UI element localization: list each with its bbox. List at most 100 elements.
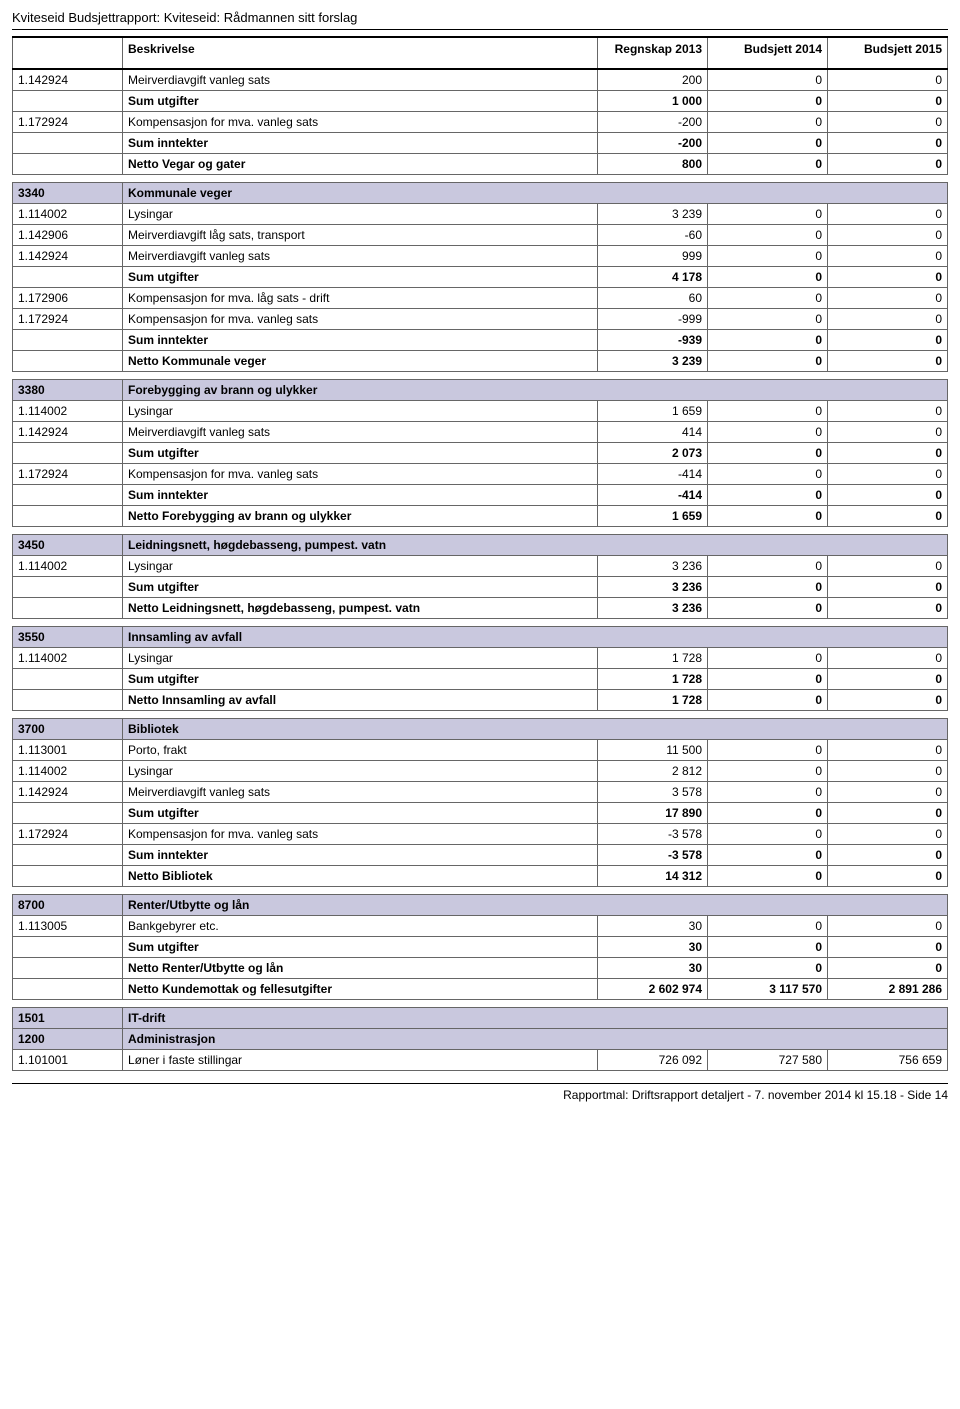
spacer-cell	[13, 887, 948, 895]
cell-v1: 2 073	[598, 443, 708, 464]
cell-desc: Meirverdiavgift vanleg sats	[123, 246, 598, 267]
table-row: Netto Bibliotek14 31200	[13, 866, 948, 887]
section-code: 3700	[13, 719, 123, 740]
cell-desc: Sum utgifter	[123, 937, 598, 958]
cell-v2: 0	[708, 225, 828, 246]
cell-code	[13, 267, 123, 288]
table-header-row: Beskrivelse Regnskap 2013 Budsjett 2014 …	[13, 37, 948, 69]
cell-v1: -3 578	[598, 824, 708, 845]
header-col2: Budsjett 2014	[708, 37, 828, 69]
cell-v1: 1 728	[598, 690, 708, 711]
cell-desc: Sum utgifter	[123, 443, 598, 464]
section-code: 8700	[13, 895, 123, 916]
cell-desc: Bankgebyrer etc.	[123, 916, 598, 937]
table-row: 1.172924Kompensasjon for mva. vanleg sat…	[13, 824, 948, 845]
cell-v1: -414	[598, 485, 708, 506]
cell-v2: 0	[708, 556, 828, 577]
cell-v3: 0	[828, 866, 948, 887]
section-label: Administrasjon	[123, 1029, 948, 1050]
cell-desc: Porto, frakt	[123, 740, 598, 761]
cell-v3: 0	[828, 761, 948, 782]
cell-v2: 0	[708, 267, 828, 288]
cell-v3: 0	[828, 91, 948, 112]
cell-v3: 0	[828, 937, 948, 958]
cell-v1: 200	[598, 69, 708, 91]
cell-v2: 0	[708, 154, 828, 175]
cell-v3: 0	[828, 690, 948, 711]
cell-code	[13, 979, 123, 1000]
cell-v1: 30	[598, 937, 708, 958]
cell-v2: 0	[708, 577, 828, 598]
cell-v2: 0	[708, 937, 828, 958]
table-row: Sum utgifter3 23600	[13, 577, 948, 598]
table-row: 1.101001Løner i faste stillingar726 0927…	[13, 1050, 948, 1071]
cell-code: 1.142924	[13, 69, 123, 91]
cell-v2: 0	[708, 485, 828, 506]
cell-v3: 0	[828, 845, 948, 866]
table-row	[13, 175, 948, 183]
cell-v1: 2 812	[598, 761, 708, 782]
cell-v3: 0	[828, 154, 948, 175]
table-row	[13, 711, 948, 719]
cell-v1: 3 578	[598, 782, 708, 803]
cell-v2: 0	[708, 246, 828, 267]
cell-v2: 0	[708, 91, 828, 112]
table-row: Sum inntekter-20000	[13, 133, 948, 154]
cell-desc: Lysingar	[123, 648, 598, 669]
cell-v1: 3 239	[598, 351, 708, 372]
table-row	[13, 887, 948, 895]
table-row: Sum inntekter-41400	[13, 485, 948, 506]
cell-v1: 1 659	[598, 506, 708, 527]
cell-v3: 0	[828, 401, 948, 422]
cell-desc: Lysingar	[123, 761, 598, 782]
cell-v1: -3 578	[598, 845, 708, 866]
cell-v3: 0	[828, 112, 948, 133]
cell-desc: Sum utgifter	[123, 669, 598, 690]
cell-desc: Kompensasjon for mva. vanleg sats	[123, 824, 598, 845]
cell-v3: 0	[828, 577, 948, 598]
cell-v1: 3 236	[598, 577, 708, 598]
cell-v3: 0	[828, 824, 948, 845]
cell-v2: 0	[708, 422, 828, 443]
cell-desc: Lysingar	[123, 556, 598, 577]
table-row: 1.114002Lysingar2 81200	[13, 761, 948, 782]
cell-desc: Meirverdiavgift låg sats, transport	[123, 225, 598, 246]
cell-code: 1.172924	[13, 824, 123, 845]
cell-code	[13, 866, 123, 887]
cell-desc: Sum inntekter	[123, 485, 598, 506]
cell-desc: Netto Kommunale veger	[123, 351, 598, 372]
spacer-cell	[13, 372, 948, 380]
table-row: 3700Bibliotek	[13, 719, 948, 740]
table-row: Netto Innsamling av avfall1 72800	[13, 690, 948, 711]
table-row: 8700Renter/Utbytte og lån	[13, 895, 948, 916]
report-title: Kviteseid Budsjettrapport: Kviteseid: Rå…	[12, 8, 948, 30]
cell-desc: Meirverdiavgift vanleg sats	[123, 69, 598, 91]
cell-v2: 0	[708, 803, 828, 824]
cell-code: 1.172924	[13, 464, 123, 485]
cell-code: 1.172906	[13, 288, 123, 309]
cell-code	[13, 485, 123, 506]
table-row: Netto Forebygging av brann og ulykker1 6…	[13, 506, 948, 527]
cell-v2: 0	[708, 866, 828, 887]
cell-code: 1.114002	[13, 204, 123, 225]
cell-v2: 0	[708, 648, 828, 669]
table-row: Netto Renter/Utbytte og lån3000	[13, 958, 948, 979]
cell-code: 1.172924	[13, 309, 123, 330]
cell-v3: 0	[828, 958, 948, 979]
cell-desc: Løner i faste stillingar	[123, 1050, 598, 1071]
cell-code: 1.142924	[13, 782, 123, 803]
spacer-cell	[13, 175, 948, 183]
cell-v3: 0	[828, 506, 948, 527]
cell-code	[13, 506, 123, 527]
cell-v1: 1 000	[598, 91, 708, 112]
table-row: Sum inntekter-93900	[13, 330, 948, 351]
cell-v1: 3 236	[598, 556, 708, 577]
header-desc: Beskrivelse	[123, 37, 598, 69]
cell-v3: 0	[828, 556, 948, 577]
cell-v2: 0	[708, 824, 828, 845]
cell-code: 1.114002	[13, 648, 123, 669]
cell-v3: 0	[828, 464, 948, 485]
table-row: 1.114002Lysingar1 65900	[13, 401, 948, 422]
cell-code	[13, 958, 123, 979]
cell-v1: 726 092	[598, 1050, 708, 1071]
